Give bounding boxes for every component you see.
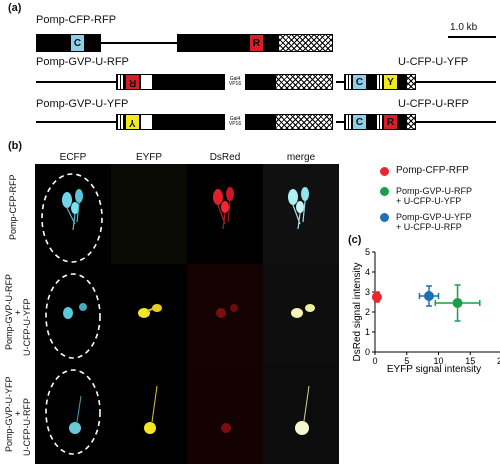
data-point-1 — [371, 292, 382, 302]
micro-ecfp-row1 — [35, 164, 111, 264]
legend-dot — [380, 167, 389, 176]
scale-bar — [448, 36, 496, 38]
micro-merge-row3 — [263, 364, 339, 464]
column-header-ecfp: ECFP — [59, 152, 87, 163]
legend-item-3: Pomp-GVP-U-YFP + U-CFP-U-RFP — [380, 212, 472, 232]
gal4-vp16-label: Gal4 VP16 — [225, 76, 245, 88]
row-label-1: Pomp-CFP-RFP — [8, 174, 18, 240]
data-point-3 — [423, 291, 434, 301]
uas-stripes — [375, 74, 383, 90]
panel-c-letter: (c) — [348, 234, 362, 246]
rfp-box-inverted: R — [125, 74, 140, 90]
x-tick-label: 20 — [497, 356, 500, 366]
y-tick-label: 2 — [365, 307, 370, 317]
micro-dsred-row1 — [187, 164, 263, 264]
y-tick-label: 4 — [365, 267, 370, 277]
construct-label-pomp-gvp-u-yfp: Pomp-GVP-U-YFP — [36, 98, 129, 110]
cfp-box: C — [70, 34, 85, 52]
cfp-box: C — [352, 114, 367, 130]
micro-ecfp-row2 — [35, 264, 111, 364]
panel-a-letter: (a) — [8, 2, 22, 14]
construct-label-u-cfp-u-rfp: U-CFP-U-RFP — [398, 98, 469, 110]
legend-dot — [380, 213, 389, 222]
column-header-merge: merge — [286, 152, 316, 163]
x-tick-label: 15 — [465, 356, 475, 366]
micro-ecfp-row3 — [35, 364, 111, 464]
construct-label-pomp-cfp-rfp: Pomp-CFP-RFP — [36, 14, 117, 26]
uas-stripes — [344, 114, 352, 130]
y-tick-label: 3 — [365, 287, 370, 297]
micro-eyfp-row3 — [111, 364, 187, 464]
legend-label: Pomp-GVP-U-YFP — [396, 212, 472, 222]
y-axis-label: DsRed signal intensity — [352, 263, 363, 362]
micro-dsred-row3 — [187, 364, 263, 464]
uas-stripes — [116, 114, 125, 130]
legend-label: Pomp-CFP-RFP — [396, 165, 469, 176]
x-tick-label: 0 — [372, 356, 377, 366]
hatched-segment — [406, 114, 416, 130]
x-tick-label: 5 — [404, 356, 409, 366]
y-tick-label: 1 — [365, 327, 370, 337]
construct-label-pomp-gvp-u-rfp: Pomp-GVP-U-RFP — [36, 56, 129, 68]
micro-eyfp-row1 — [111, 164, 187, 264]
yfp-box: Y — [383, 74, 398, 90]
y-tick-label: 0 — [365, 347, 370, 357]
scatter-chart: 0 5 10 15 20 0 1 2 3 4 5 EYFP signal intensity DsR… — [352, 247, 500, 375]
legend-label: + U-CFP-U-RFP — [396, 222, 462, 232]
micro-merge-row1 — [263, 164, 339, 264]
uas-stripes — [116, 74, 125, 90]
uas-stripes — [375, 114, 383, 130]
y-tick-label: 5 — [365, 247, 370, 257]
row-label-2c: U-CFP-U-YFP — [22, 298, 32, 357]
legend-item-1: Pomp-CFP-RFP — [380, 166, 469, 176]
column-header-eyfp: EYFP — [135, 152, 163, 163]
rfp-box: R — [383, 114, 398, 130]
micro-eyfp-row2 — [111, 264, 187, 364]
legend-item-2: Pomp-GVP-U-RFP + U-CFP-U-YFP — [380, 186, 472, 206]
legend-label: + U-CFP-U-YFP — [396, 196, 462, 206]
scale-label: 1.0 kb — [450, 22, 478, 33]
gal4-vp16-label: Gal4 VP16 — [225, 116, 245, 128]
panel-b-letter: (b) — [8, 140, 23, 152]
column-header-dsred: DsRed — [209, 152, 241, 163]
micro-merge-row2 — [263, 264, 339, 364]
hatched-segment — [275, 114, 333, 130]
hatched-segment — [275, 74, 333, 90]
data-point-2 — [452, 298, 463, 308]
legend-label: Pomp-GVP-U-RFP — [396, 186, 473, 196]
legend-dot — [380, 187, 389, 196]
rfp-box: R — [249, 34, 264, 52]
row-label-3c: U-CFP-U-RFP — [22, 398, 32, 456]
construct-label-u-cfp-u-yfp: U-CFP-U-YFP — [398, 56, 469, 68]
yfp-box-inverted: Y — [125, 114, 140, 130]
micro-dsred-row2 — [187, 264, 263, 364]
hatched-segment — [406, 74, 416, 90]
uas-stripes — [344, 74, 352, 90]
x-tick-label: 10 — [433, 356, 443, 366]
cfp-box: C — [352, 74, 367, 90]
hatched-segment — [278, 34, 333, 52]
x-axis-label: EYFP signal intensity — [387, 364, 481, 375]
